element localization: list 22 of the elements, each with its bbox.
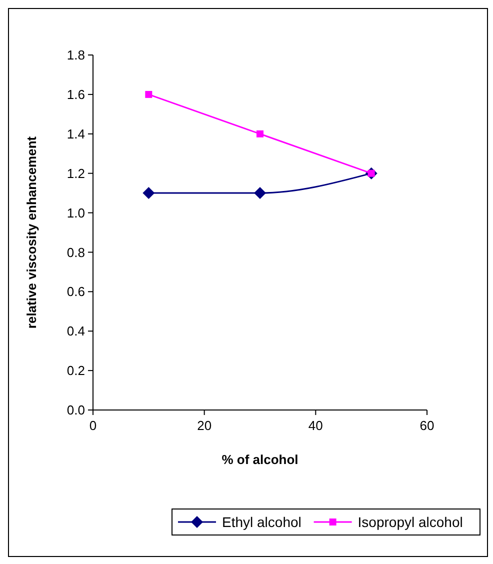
y-tick-label: 1.6 xyxy=(66,86,85,102)
y-tick-label: 0.0 xyxy=(66,402,85,418)
x-tick-label: 20 xyxy=(197,418,212,433)
point xyxy=(145,90,152,98)
y-tick-label: 0.8 xyxy=(66,244,85,260)
y-tick-label: 0.4 xyxy=(66,324,85,339)
x-tick-label: 0 xyxy=(89,418,97,433)
y-tick-label: 1.2 xyxy=(66,166,85,181)
legend-label: Isopropyl alcohol xyxy=(358,514,463,530)
point xyxy=(256,130,264,138)
point xyxy=(254,187,266,200)
y-tick-label: 0.6 xyxy=(66,284,85,300)
y-tick-label: 1.0 xyxy=(66,205,85,220)
y-tick-label: 1.4 xyxy=(66,126,85,142)
y-axis-title: relative viscosity enhancement xyxy=(24,136,39,329)
y-tick-label: 1.8 xyxy=(66,48,85,63)
x-tick-label: 40 xyxy=(308,418,323,433)
legend-label: Ethyl alcohol xyxy=(222,514,302,530)
x-axis-title: % of alcohol xyxy=(222,452,298,467)
y-tick-label: 0.2 xyxy=(66,363,85,378)
x-tick-label: 60 xyxy=(420,418,434,433)
point xyxy=(142,187,155,200)
